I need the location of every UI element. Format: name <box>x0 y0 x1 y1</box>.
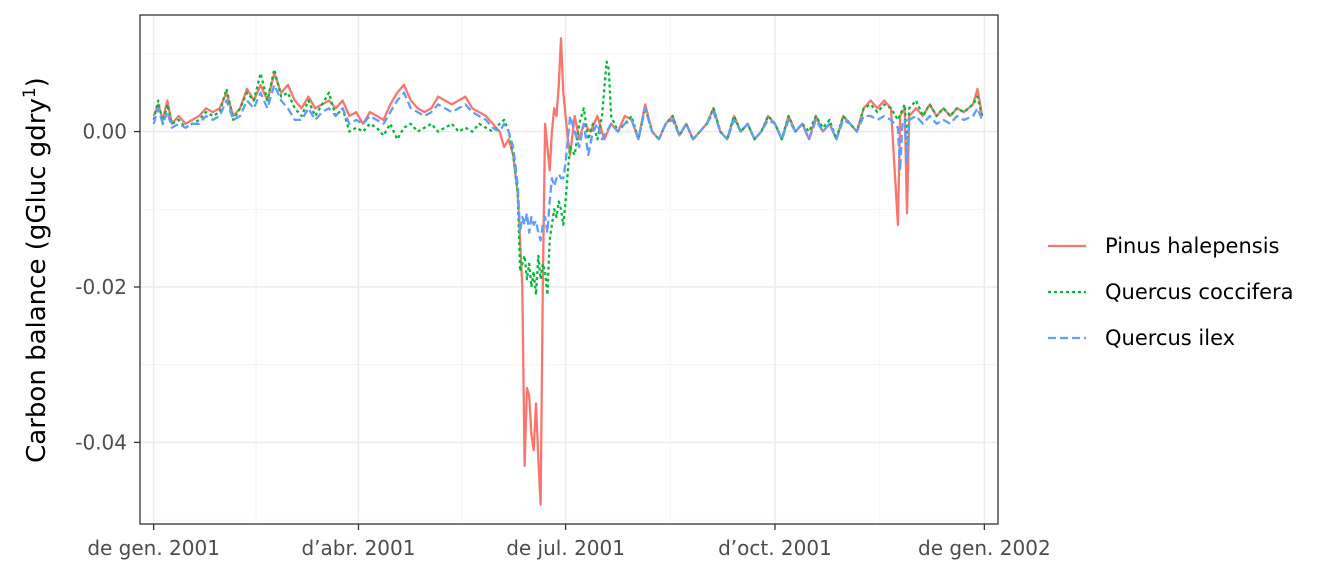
x-tick-label: de gen. 2001 <box>87 536 220 560</box>
y-axis-title-close: ) <box>22 77 52 87</box>
legend-label: Pinus halepensis <box>1105 234 1279 258</box>
y-tick-label: -0.04 <box>75 430 127 454</box>
y-tick-label: 0.00 <box>82 120 127 144</box>
series-line-quercus-ilex <box>152 83 984 242</box>
y-tick-label: -0.02 <box>75 275 127 299</box>
series-layer <box>152 37 984 506</box>
legend-label: Quercus ilex <box>1105 326 1235 350</box>
series-line-quercus-coccifera <box>152 60 984 296</box>
legend: Pinus halepensis Quercus coccifera Quercus… <box>1048 234 1294 350</box>
axis-ticks: de gen. 2001 d’abr. 2001 de jul. 2001 d’oct… <box>75 120 1050 560</box>
y-axis-title-main: Carbon balance (gGluc gdry <box>22 98 52 463</box>
x-tick-label: de jul. 2001 <box>506 536 625 560</box>
plot-panel-border <box>139 14 999 525</box>
legend-label: Quercus coccifera <box>1105 280 1294 304</box>
y-axis-title: Carbon balance (gGluc gdry1) <box>20 77 52 463</box>
x-tick-label: d’abr. 2001 <box>301 536 415 560</box>
grid-minor <box>140 15 998 524</box>
x-tick-label: de gen. 2002 <box>918 536 1051 560</box>
svg-text:Carbon balance (gGluc gdry1): Carbon balance (gGluc gdry1) <box>20 77 52 463</box>
x-tick-label: d’oct. 2001 <box>718 536 832 560</box>
y-axis-title-superscript: 1 <box>20 87 40 98</box>
